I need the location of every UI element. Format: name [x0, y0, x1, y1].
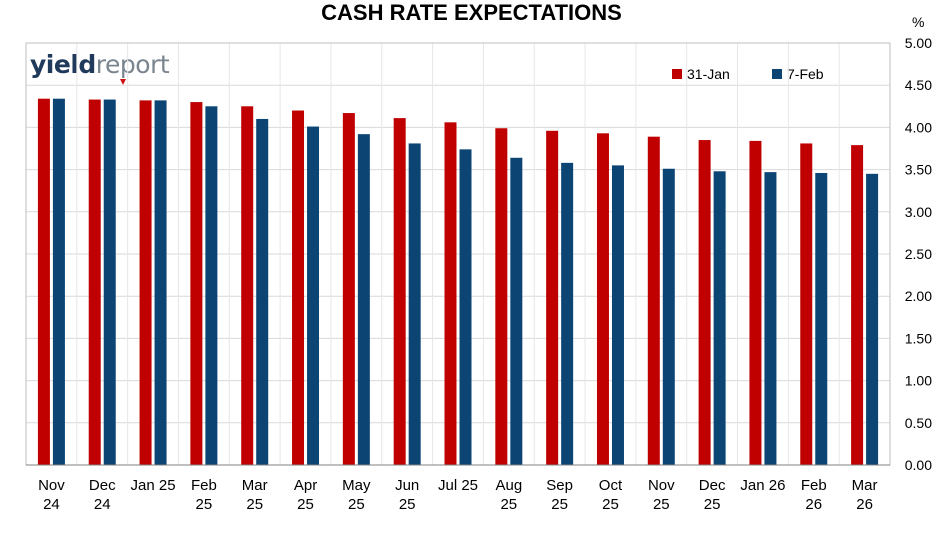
x-tick-label: Jan 25: [131, 477, 176, 494]
x-tick-label: Nov: [38, 477, 65, 494]
x-tick-label: Apr: [294, 477, 317, 494]
bar-series-1: [139, 100, 152, 465]
bar-series-1: [342, 113, 355, 465]
x-tick-label: Jul 25: [438, 477, 478, 494]
y-tick-label: 4.00: [905, 119, 932, 135]
legend-swatch-series-1: [672, 69, 682, 79]
bar-series-2: [154, 100, 167, 465]
bar-series-2: [357, 134, 370, 466]
bar-series-2: [866, 173, 879, 465]
x-tick-label: Nov: [648, 477, 675, 494]
bar-series-2: [561, 162, 574, 465]
chart-title: CASH RATE EXPECTATIONS: [321, 0, 622, 25]
bar-series-1: [800, 143, 813, 465]
x-tick-label: 25: [602, 496, 619, 513]
legend-label-series-2: 7-Feb: [787, 66, 824, 82]
bar-series-2: [713, 171, 726, 465]
bar-series-2: [256, 118, 269, 466]
x-tick-label: Jun: [395, 477, 419, 494]
bar-series-1: [596, 133, 609, 466]
x-tick-label: 24: [94, 496, 111, 513]
y-axis-unit: %: [912, 14, 925, 30]
bar-series-1: [292, 110, 305, 466]
y-tick-label: 5.00: [905, 35, 932, 51]
bar-series-2: [510, 157, 523, 465]
x-tick-label: 25: [196, 496, 213, 513]
x-tick-label: Sep: [546, 477, 573, 494]
x-tick-label: Aug: [495, 477, 522, 494]
bar-series-1: [698, 140, 711, 465]
y-tick-label: 1.50: [905, 330, 932, 346]
bar-series-2: [103, 99, 116, 465]
bar-series-1: [393, 118, 406, 465]
bar-series-1: [190, 102, 203, 465]
y-tick-label: 1.00: [905, 373, 932, 389]
x-tick-label: Mar: [242, 477, 268, 494]
x-tick-label: Oct: [599, 477, 623, 494]
y-tick-label: 0.00: [905, 457, 932, 473]
x-tick-label: 25: [399, 496, 416, 513]
bar-series-2: [764, 172, 777, 465]
y-tick-label: 3.00: [905, 204, 932, 220]
y-tick-label: 3.50: [905, 162, 932, 178]
x-tick-label: Dec: [89, 477, 116, 494]
logo-caret-icon: [120, 79, 126, 85]
bar-series-2: [662, 168, 675, 466]
legend-item-series-1: 31-Jan: [672, 66, 730, 82]
x-tick-label: Jan 26: [740, 477, 785, 494]
bar-series-1: [647, 136, 660, 465]
bar-series-2: [408, 143, 421, 465]
bar-series-2: [52, 98, 65, 465]
x-tick-label: 24: [43, 496, 60, 513]
x-tick-label: 25: [551, 496, 568, 513]
bar-series-1: [241, 106, 254, 466]
x-tick-label: 25: [297, 496, 314, 513]
legend-label-series-1: 31-Jan: [687, 66, 730, 82]
bar-series-2: [205, 106, 218, 466]
x-tick-label: Mar: [852, 477, 878, 494]
x-tick-label: 25: [246, 496, 263, 513]
bar-series-1: [37, 98, 50, 465]
bar-series-1: [749, 140, 762, 466]
bar-series-2: [611, 165, 624, 465]
logo-part-report: report: [95, 50, 170, 79]
yieldreport-logo: yieldreport: [30, 50, 170, 79]
x-tick-label: 25: [704, 496, 721, 513]
bar-series-2: [815, 172, 828, 465]
bar-series-2: [459, 149, 472, 465]
y-tick-label: 2.50: [905, 246, 932, 262]
legend-item-series-2: 7-Feb: [772, 66, 824, 82]
x-tick-label: 25: [653, 496, 670, 513]
x-tick-label: 25: [500, 496, 517, 513]
x-tick-label: 26: [856, 496, 873, 513]
y-tick-label: 2.00: [905, 288, 932, 304]
logo-part-yield: yield: [30, 50, 96, 79]
bar-series-2: [307, 126, 320, 465]
x-tick-label: 26: [805, 496, 822, 513]
x-tick-label: Feb: [801, 477, 827, 494]
bar-series-1: [546, 130, 559, 465]
y-tick-label: 0.50: [905, 415, 932, 431]
bar-series-1: [88, 99, 101, 465]
x-tick-label: Dec: [699, 477, 726, 494]
bar-series-1: [444, 122, 457, 465]
x-tick-label: 25: [348, 496, 365, 513]
legend-swatch-series-2: [772, 69, 782, 79]
bar-series-1: [495, 128, 508, 465]
y-tick-label: 4.50: [905, 77, 932, 93]
x-tick-label: Feb: [191, 477, 217, 494]
x-tick-label: May: [342, 477, 371, 494]
bar-series-1: [851, 145, 864, 465]
